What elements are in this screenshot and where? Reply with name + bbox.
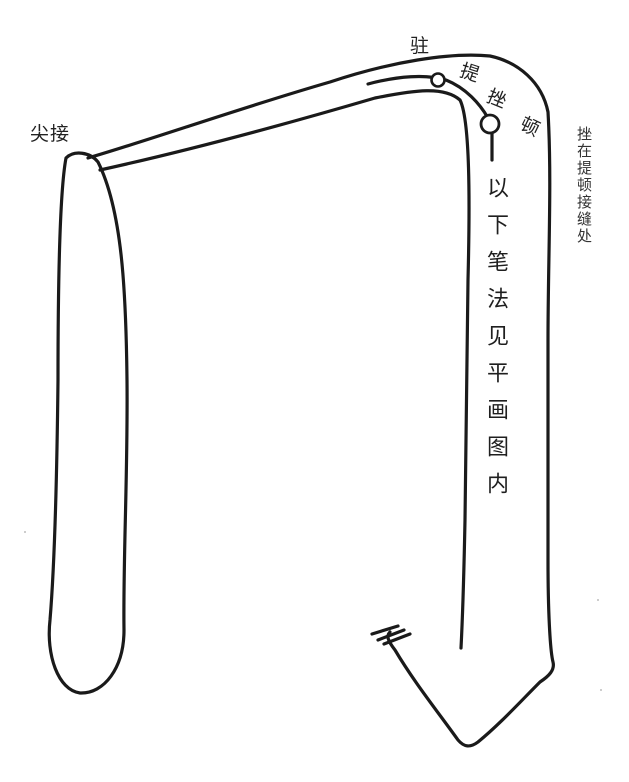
brush-tail-hatch	[370, 624, 400, 636]
main-vertical-note: 以下笔法见平画图内	[483, 176, 508, 509]
side-vertical-note: 挫在提顿接缝处	[575, 126, 593, 245]
outer-stroke-contour	[86, 53, 555, 748]
label-zhu: 驻	[410, 35, 430, 57]
top-groove-line	[366, 74, 490, 120]
dun-point-marker	[479, 113, 501, 135]
zhu-point-marker	[430, 72, 446, 88]
left-vertical-stroke	[47, 151, 129, 695]
label-jian-jie: 尖接	[30, 123, 71, 145]
inner-stroke-contour	[98, 89, 471, 650]
